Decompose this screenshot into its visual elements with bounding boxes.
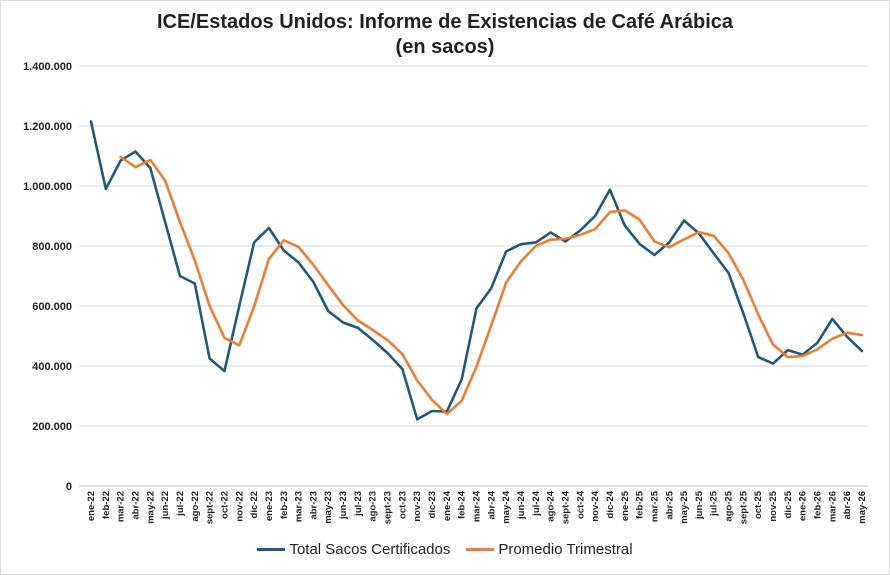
x-tick-label: may-26 bbox=[857, 491, 868, 524]
series-lines bbox=[89, 120, 864, 421]
x-tick-label: may-25 bbox=[679, 490, 690, 523]
x-tick-label: sept-25 bbox=[738, 490, 749, 524]
x-tick-label: ago-23 bbox=[368, 491, 379, 522]
x-tick-label: dic-22 bbox=[249, 491, 260, 518]
series-line-0 bbox=[89, 120, 864, 421]
series-line-1 bbox=[119, 155, 864, 416]
x-axis-ticks: ene-22 feb-22 mar-22 abr-22 may-22 jun-22 jul-… bbox=[86, 490, 868, 524]
y-tick-label: 1.200.000 bbox=[23, 121, 72, 133]
x-tick-label: jun-22 bbox=[160, 491, 171, 520]
legend-swatch-average bbox=[466, 548, 495, 551]
chart-title-line1: ICE/Estados Unidos: Informe de Existenci… bbox=[156, 11, 734, 33]
x-tick-label: may-23 bbox=[323, 491, 334, 524]
x-tick-label: jul-24 bbox=[531, 490, 542, 517]
x-tick-label: feb-26 bbox=[813, 491, 824, 519]
x-tick-label: sept-23 bbox=[383, 491, 394, 524]
x-tick-label: abr-22 bbox=[130, 491, 141, 520]
x-tick-label: oct-24 bbox=[575, 490, 586, 519]
chart-title-line2: (en sacos) bbox=[395, 36, 495, 58]
legend: Total Sacos Certificados Promedio Trimes… bbox=[0, 541, 890, 558]
x-tick-label: feb-22 bbox=[101, 491, 112, 519]
x-tick-label: ene-23 bbox=[264, 491, 275, 521]
y-tick-label: 1.000.000 bbox=[23, 181, 72, 193]
chart-title: ICE/Estados Unidos: Informe de Existenci… bbox=[0, 10, 890, 60]
x-tick-label: ene-22 bbox=[86, 491, 97, 521]
y-tick-label: 400.000 bbox=[32, 361, 72, 373]
x-tick-label: sept-24 bbox=[560, 490, 571, 524]
x-tick-label: may-24 bbox=[501, 490, 512, 523]
x-tick-label: dic-23 bbox=[427, 491, 438, 518]
legend-label-average: Promedio Trimestral bbox=[498, 541, 633, 558]
x-tick-label: feb-23 bbox=[279, 491, 290, 519]
x-tick-label: ago-22 bbox=[190, 491, 201, 522]
x-tick-label: ene-25 bbox=[620, 490, 631, 521]
x-tick-label: oct-22 bbox=[219, 491, 230, 519]
y-tick-label: 1.400.000 bbox=[23, 61, 72, 73]
x-tick-label: nov-22 bbox=[234, 491, 245, 522]
x-tick-label: oct-25 bbox=[753, 490, 764, 519]
x-tick-label: mar-22 bbox=[116, 491, 127, 522]
x-tick-label: mar-24 bbox=[472, 490, 483, 522]
y-tick-label: 800.000 bbox=[32, 241, 72, 253]
x-tick-label: jul-25 bbox=[709, 490, 720, 517]
x-tick-label: jun-25 bbox=[694, 490, 705, 520]
x-tick-label: may-22 bbox=[145, 491, 156, 524]
y-axis-ticks: 0 200.000 400.000 600.000 800.000 1.000.000 1.… bbox=[23, 61, 72, 493]
x-tick-label: ago-25 bbox=[724, 490, 735, 521]
x-tick-label: jun-24 bbox=[516, 490, 527, 520]
legend-swatch-total bbox=[257, 548, 286, 551]
x-tick-label: ene-26 bbox=[798, 491, 809, 521]
x-tick-label: nov-23 bbox=[412, 491, 423, 522]
y-tick-label: 200.000 bbox=[32, 421, 72, 433]
x-tick-label: jun-23 bbox=[338, 491, 349, 520]
x-tick-label: oct-23 bbox=[397, 491, 408, 519]
x-tick-label: dic-25 bbox=[783, 490, 794, 518]
x-tick-label: ene-24 bbox=[442, 490, 453, 521]
legend-label-total: Total Sacos Certificados bbox=[289, 541, 451, 558]
x-tick-label: abr-23 bbox=[308, 491, 319, 520]
x-tick-label: nov-25 bbox=[768, 490, 779, 521]
x-tick-label: feb-25 bbox=[635, 490, 646, 519]
y-tick-label: 0 bbox=[66, 481, 72, 493]
legend-item-total: Total Sacos Certificados bbox=[257, 541, 450, 558]
x-tick-label: abr-26 bbox=[842, 491, 853, 520]
x-tick-label: mar-26 bbox=[827, 491, 838, 522]
y-tick-label: 600.000 bbox=[32, 301, 72, 313]
legend-item-average: Promedio Trimestral bbox=[466, 541, 633, 558]
x-tick-label: jul-22 bbox=[175, 491, 186, 517]
x-tick-label: dic-24 bbox=[605, 490, 616, 518]
x-tick-label: feb-24 bbox=[457, 490, 468, 519]
x-tick-label: abr-25 bbox=[664, 490, 675, 519]
x-tick-label: ago-24 bbox=[546, 490, 557, 521]
x-tick-label: jul-23 bbox=[353, 491, 364, 517]
x-tick-label: mar-25 bbox=[649, 490, 660, 522]
x-tick-label: abr-24 bbox=[486, 490, 497, 519]
x-tick-label: mar-23 bbox=[294, 491, 305, 522]
x-tick-label: sept-22 bbox=[205, 491, 216, 524]
x-tick-label: nov-24 bbox=[590, 490, 601, 521]
gridlines bbox=[79, 65, 868, 487]
